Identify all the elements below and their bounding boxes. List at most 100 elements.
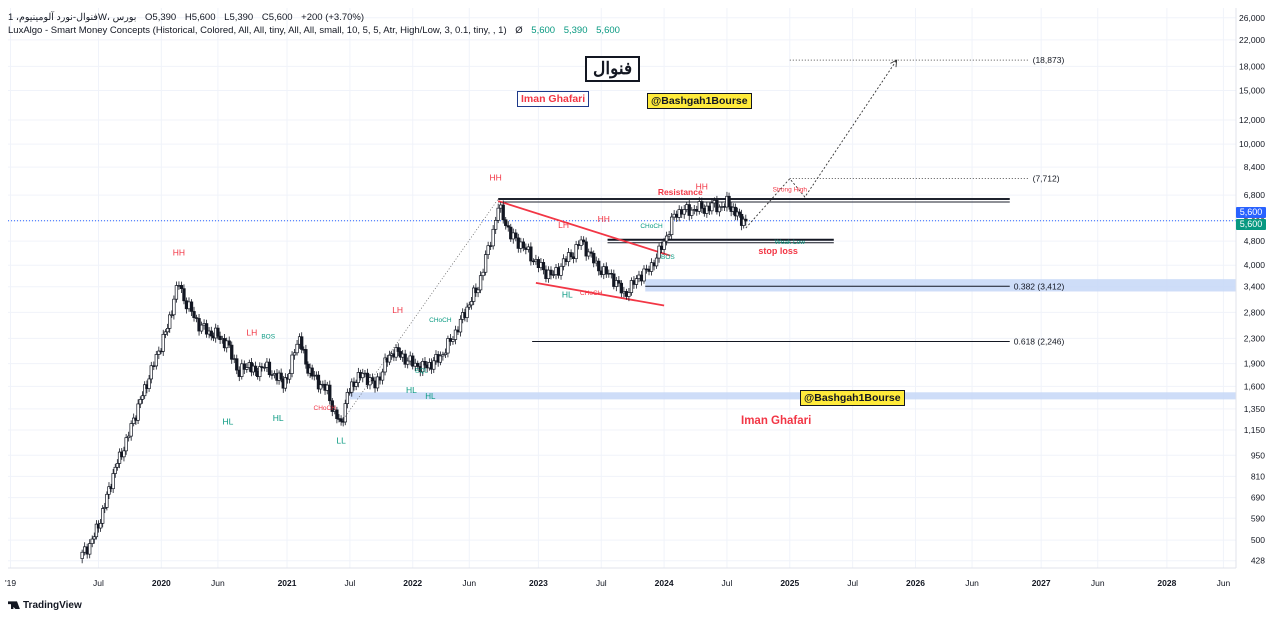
- candle-223: [604, 262, 608, 278]
- candle-275: [733, 203, 737, 221]
- candle-123: [361, 368, 365, 383]
- candle-232: [627, 288, 631, 302]
- tradingview-logo[interactable]: TradingView: [8, 600, 82, 611]
- x-tick-6: 2022: [403, 578, 422, 588]
- candle-45: [182, 284, 186, 305]
- y-tick-20: 690: [1251, 493, 1265, 503]
- candle-91: [290, 351, 294, 378]
- trendline-0[interactable]: [497, 200, 671, 257]
- channel-label-top: @Bashgah1Bourse: [647, 93, 752, 109]
- zone-0[interactable]: [349, 392, 1236, 400]
- projection-path[interactable]: [745, 59, 898, 229]
- structure-label-hh-18: HH: [696, 181, 708, 191]
- price-axis[interactable]: 26,000 22,000 18,000 15,000 12,000 10,000 8,40…: [1235, 8, 1266, 568]
- candle-202: [551, 270, 556, 279]
- channel-label-bottom: @Bashgah1Bourse: [800, 390, 905, 406]
- structure-label-bos-17: BOS: [661, 254, 675, 261]
- structure-label-hh-11: HH: [490, 172, 502, 182]
- candle-39: [168, 311, 172, 333]
- close-price-tag: 5,600: [1236, 219, 1266, 230]
- candle-52: [199, 321, 204, 334]
- structure-label-weak-low-20: Weak Low: [775, 239, 806, 246]
- candle-244: [657, 243, 661, 263]
- zone-1[interactable]: [645, 279, 1236, 292]
- candle-153: [432, 356, 436, 374]
- level-label-stop-loss: stop loss: [758, 246, 798, 256]
- x-tick-3: Jun: [211, 578, 225, 588]
- structure-label-choch-14: CHoCH: [640, 223, 663, 230]
- candle-249: [669, 213, 674, 240]
- structure-label-hl-10: HL: [406, 385, 417, 395]
- x-tick-8: 2023: [529, 578, 548, 588]
- candle-206: [561, 254, 566, 271]
- candle-201: [549, 266, 553, 280]
- candle-156: [438, 351, 443, 366]
- candle-116: [345, 388, 350, 409]
- y-tick-17: 1,150: [1244, 425, 1266, 435]
- candle-167: [465, 302, 469, 323]
- candle-190: [521, 238, 525, 252]
- candle-198: [541, 258, 546, 275]
- candle-17: [117, 448, 122, 469]
- y-tick-23: 428: [1251, 556, 1265, 566]
- candle-109: [330, 397, 334, 417]
- y-tick-5: 10,000: [1239, 139, 1265, 149]
- author-label-top: Iman Ghafari: [517, 91, 590, 107]
- indicator-name: LuxAlgo - Smart Money Concepts (Historic…: [8, 25, 507, 36]
- trendline-1[interactable]: [535, 282, 665, 307]
- candle-172: [476, 286, 480, 298]
- candle-54: [204, 319, 209, 338]
- indicator-header[interactable]: LuxAlgo - Smart Money Concepts (Historic…: [8, 25, 620, 36]
- candle-129: [375, 373, 380, 392]
- x-tick-10: 2024: [655, 578, 674, 588]
- candle-267: [715, 195, 719, 215]
- candle-48: [189, 299, 194, 316]
- candle-144: [411, 352, 415, 370]
- indicator-symbol: Ø: [515, 25, 523, 36]
- y-tick-14: 1,900: [1244, 359, 1266, 369]
- candle-211: [574, 240, 578, 263]
- time-axis[interactable]: '19 Jul 2020 Jun 2021 Jul 2022 Jun 2023 Jul 2024 Ju…: [5, 567, 1236, 588]
- candle-21: [127, 431, 131, 442]
- candle-44: [179, 281, 184, 293]
- candle-33: [154, 350, 158, 370]
- x-tick-7: Jun: [462, 578, 476, 588]
- candle-77: [258, 362, 262, 382]
- candle-161: [451, 336, 455, 345]
- level-label-1: (18,873): [1033, 55, 1065, 65]
- candle-170: [472, 285, 476, 306]
- candle-115: [343, 399, 347, 426]
- x-tick-1: Jul: [93, 578, 104, 588]
- y-tick-21: 590: [1251, 513, 1265, 523]
- candle-149: [423, 356, 427, 369]
- structure-label-lh-1: LH: [246, 328, 257, 338]
- candle-158: [443, 348, 448, 358]
- candle-214: [582, 236, 586, 245]
- candle-174: [481, 268, 485, 281]
- candle-142: [406, 357, 410, 369]
- candle-27: [140, 391, 145, 404]
- candle-215: [584, 237, 588, 261]
- candle-20: [124, 434, 128, 455]
- structure-label-hh-0: HH: [173, 248, 185, 258]
- candle-14: [111, 469, 115, 493]
- candle-23: [132, 413, 136, 427]
- candle-187: [514, 229, 518, 242]
- candle-157: [441, 351, 445, 361]
- candle-209: [569, 249, 573, 260]
- candle-243: [654, 253, 659, 269]
- x-tick-13: Jul: [847, 578, 858, 588]
- projection-arrowhead: [890, 59, 898, 68]
- y-tick-2: 18,000: [1239, 61, 1265, 71]
- candle-37: [163, 329, 168, 339]
- candle-220: [597, 258, 601, 276]
- candle-218: [592, 250, 596, 268]
- x-tick-9: Jul: [596, 578, 607, 588]
- candle-22: [129, 420, 133, 441]
- candle-6: [94, 520, 99, 540]
- candle-60: [218, 331, 222, 345]
- y-tick-15: 1,600: [1244, 381, 1266, 391]
- candle-92: [292, 348, 297, 360]
- candle-65: [230, 341, 234, 364]
